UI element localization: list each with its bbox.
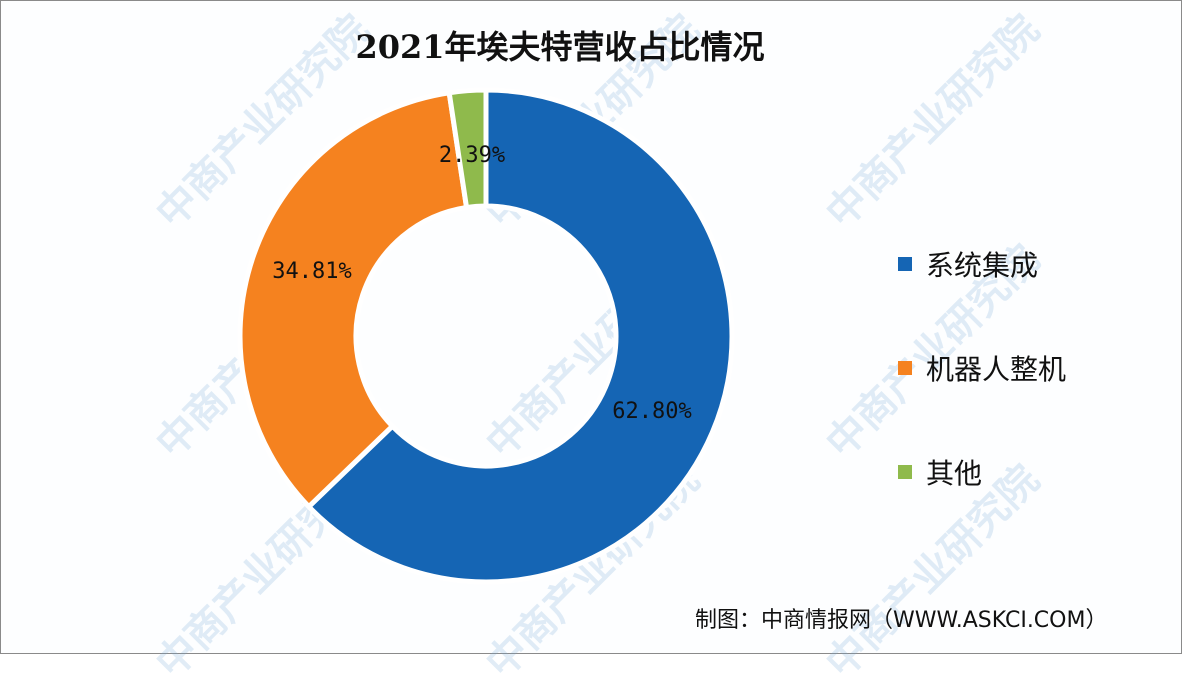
slice-label: 62.80%	[612, 399, 691, 424]
legend-swatch	[898, 361, 912, 375]
slice-labels: 62.80% 34.81% 2.39%	[272, 143, 691, 424]
legend-label: 机器人整机	[926, 353, 1067, 386]
chart-title: 2021年埃夫特营收占比情况	[355, 28, 765, 66]
legend-item-system-integration: 系统集成	[898, 212, 1066, 316]
donut-chart: 62.80% 34.81% 2.39%	[237, 87, 735, 585]
legend-item-other: 其他	[898, 420, 1066, 524]
slice-label: 2.39%	[439, 143, 505, 168]
legend-label: 其他	[926, 457, 983, 490]
legend: 系统集成 机器人整机 其他	[898, 212, 1066, 524]
legend-swatch	[898, 257, 912, 271]
donut-slice	[305, 87, 735, 585]
source-note: 制图：中商情报网（WWW.ASKCI.COM）	[695, 608, 1108, 633]
legend-item-robot: 机器人整机	[898, 316, 1066, 420]
slice-label: 34.81%	[272, 259, 351, 284]
donut-slice	[446, 87, 489, 211]
legend-swatch	[898, 465, 912, 479]
legend-label: 系统集成	[926, 249, 1039, 282]
donut-slice	[237, 89, 470, 511]
donut-slices	[237, 87, 735, 585]
